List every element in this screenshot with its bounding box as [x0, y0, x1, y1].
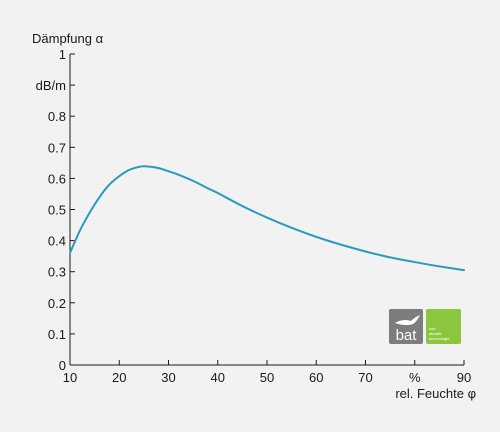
y-tick-label: 0.2 [48, 296, 66, 311]
x-tick-label: 70 [358, 370, 372, 385]
logo-line-3: technologie [429, 336, 450, 341]
series-layer [69, 165, 465, 272]
y-tick-label: 1 [59, 47, 66, 62]
y-ticks: 0 0.1 0.2 0.3 0.4 0.5 0.6 0.7 0.8 dB/m 1 [36, 47, 75, 373]
x-tick-label: 40 [211, 370, 225, 385]
x-ticks: 10 20 30 40 50 60 70% 90 [63, 360, 471, 385]
bat-logo: bat bau akustik technologie [389, 309, 461, 344]
logo-bird-icon [395, 315, 420, 326]
x-tick-label: % [409, 370, 421, 385]
x-tick-label: 10 [63, 370, 77, 385]
x-tick-label: 20 [112, 370, 126, 385]
logo-line-1: bau [429, 326, 436, 331]
y-tick-label: 0.4 [48, 234, 66, 249]
logo-gray-block [389, 309, 423, 344]
y-tick-label: dB/m [36, 78, 66, 93]
x-axis-title: rel. Feuchte φ [395, 386, 476, 401]
y-tick-label: 0.5 [48, 203, 66, 218]
y-tick-label: 0.1 [48, 327, 66, 342]
y-tick-label: 0.7 [48, 140, 66, 155]
x-tick-label: 50 [260, 370, 274, 385]
series-line-0 [69, 165, 465, 272]
y-axis-title: Dämpfung α [32, 31, 104, 46]
y-tick-label: 0.6 [48, 171, 66, 186]
logo-line-2: akustik [429, 331, 441, 336]
logo-green-block [426, 309, 461, 344]
y-tick-label: 0 [59, 358, 66, 373]
y-tick-label: 0.3 [48, 265, 66, 280]
x-tick-label: 90 [457, 370, 471, 385]
x-tick-label: 60 [309, 370, 323, 385]
logo-word: bat [396, 327, 418, 344]
x-tick-label: 30 [161, 370, 175, 385]
y-tick-label: 0.8 [48, 109, 66, 124]
